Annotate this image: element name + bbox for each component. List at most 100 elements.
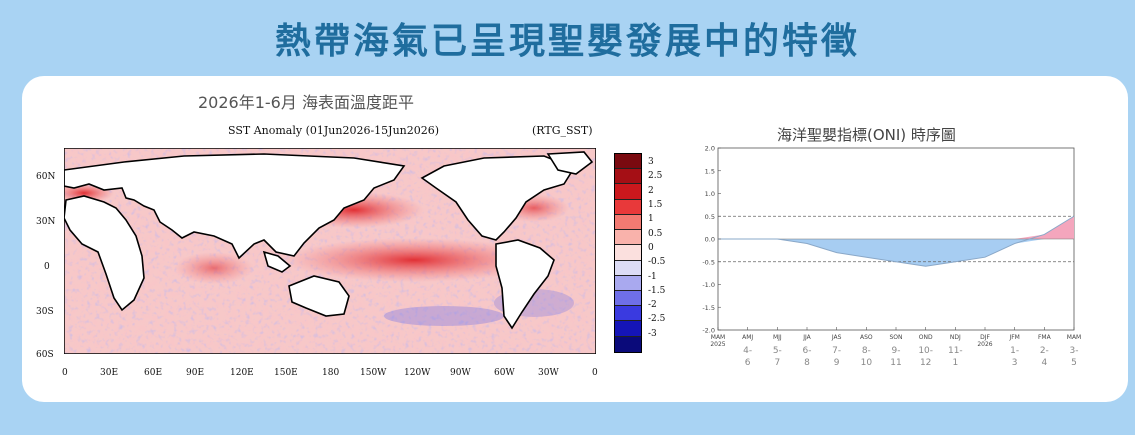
oni-month-label: 7 [774, 358, 780, 368]
oni-month-label: 11- [948, 346, 963, 356]
oni-y-tick-label: -1.5 [702, 304, 715, 312]
colorbar-label: 2.5 [648, 171, 663, 182]
oni-month-label: 6- [803, 346, 812, 356]
oni-month-label: 5- [773, 346, 782, 356]
colorbar-swatch [615, 275, 641, 291]
colorbar-swatch [615, 230, 641, 246]
colorbar-swatch [615, 321, 641, 337]
oni-month-label: 1- [1010, 346, 1019, 356]
oni-month-label: 6 [745, 358, 751, 368]
oni-month-label: 7- [832, 346, 841, 356]
page-title: 熱帶海氣已呈現聖嬰發展中的特徵 [274, 21, 860, 62]
colorbar-swatch [615, 245, 641, 261]
lat-label: 60N [36, 172, 56, 182]
oni-chart: 2.01.51.00.50.0-0.5-1.0-1.5-2.0MAM2025AM… [702, 145, 1081, 369]
oni-month-label: 4- [743, 346, 752, 356]
map-subtitle: 2026年1-6月 海表面溫度距平 [198, 93, 414, 112]
colorbar-swatch [615, 199, 641, 215]
colorbar-label: 0.5 [648, 228, 663, 239]
oni-x-tick-label: SON [889, 334, 902, 341]
colorbar-swatch [615, 184, 641, 200]
colorbar-label: -2 [648, 300, 657, 311]
map-source: (RTG_SST) [532, 124, 593, 137]
lon-label: 120W [404, 368, 431, 378]
lat-label: 0 [44, 262, 50, 272]
oni-month-label: 11 [890, 358, 901, 368]
colorbar-label: 0 [648, 242, 654, 253]
lon-label: 30E [100, 368, 119, 378]
oni-x-tick-label: NDJ [950, 334, 961, 341]
oni-y-tick-label: 1.5 [705, 167, 715, 175]
oni-month-label: 8- [862, 346, 871, 356]
oni-x-tick-label: MJJ [773, 334, 782, 341]
oni-x-tick-label: DJF [980, 334, 990, 341]
oni-month-label: 12 [920, 358, 931, 368]
lon-label: 150E [274, 368, 298, 378]
oni-x-tick-label: ASO [860, 334, 873, 341]
lon-label: 90E [186, 368, 205, 378]
content-panel: 2026年1-6月 海表面溫度距平 SST Anomaly (01Jun2026… [22, 76, 1128, 402]
lon-label: 120E [230, 368, 254, 378]
oni-year-label: 2026 [977, 341, 992, 348]
oni-month-label: 8 [804, 358, 810, 368]
oni-month-label: 10- [918, 346, 933, 356]
oni-x-tick-label: FMA [1038, 334, 1052, 341]
colorbar-swatch [615, 260, 641, 276]
colorbar-label: 2 [648, 185, 654, 196]
oni-month-label: 5 [1071, 358, 1077, 368]
oni-y-tick-label: -2.0 [702, 327, 715, 335]
colorbar-swatch [615, 169, 641, 185]
oni-y-tick-label: 0.5 [705, 213, 715, 221]
colorbar-label: 3 [648, 157, 654, 167]
colorbar-swatch [615, 154, 641, 170]
colorbar-label: -3 [648, 328, 657, 339]
oni-x-tick-label: MAM [1067, 334, 1081, 341]
lon-label: 60E [144, 368, 163, 378]
oni-x-tick-label: OND [919, 334, 933, 341]
oni-month-label: 9- [892, 346, 901, 356]
colorbar-label: -1.5 [648, 285, 666, 296]
oni-y-tick-label: 0.0 [705, 236, 715, 244]
sst-anomaly-map [64, 148, 596, 354]
oni-y-tick-label: 1.0 [705, 190, 715, 198]
colorbar-label: 1.5 [648, 199, 663, 210]
colorbar-label: -0.5 [648, 257, 666, 268]
oni-month-label: 2- [1040, 346, 1049, 356]
oni-x-tick-label: MAM [711, 334, 725, 341]
lon-label: 150W [360, 368, 387, 378]
colorbar-label: -1 [648, 271, 657, 282]
colorbar-swatch [615, 336, 641, 352]
oni-month-label: 1 [952, 358, 958, 368]
oni-month-label: 4 [1041, 358, 1047, 368]
map-title: SST Anomaly (01Jun2026-15Jun2026) [228, 124, 440, 137]
oni-series-line [718, 215, 1075, 267]
oni-x-tick-label: AMJ [742, 334, 753, 341]
lon-label: 60W [494, 368, 515, 378]
colorbar-swatch [615, 214, 641, 231]
lat-label: 60S [36, 350, 54, 360]
oni-negative-area [718, 239, 1074, 267]
colorbar-label: -2.5 [648, 314, 666, 325]
oni-y-tick-label: -0.5 [702, 258, 715, 266]
lon-label: 0 [62, 368, 68, 378]
oni-month-label: 10 [861, 358, 873, 368]
lon-label: 180 [322, 368, 340, 378]
oni-month-label: 3 [1012, 358, 1018, 368]
lat-label: 30N [36, 217, 56, 227]
oni-year-label: 2025 [710, 341, 725, 348]
colorbar-label: 1 [648, 214, 654, 225]
oni-month-label: 9 [834, 358, 840, 368]
lon-label: 90W [450, 368, 471, 378]
colorbar-swatch [615, 290, 641, 307]
oni-y-tick-label: 2.0 [705, 145, 715, 153]
lat-label: 30S [36, 307, 54, 317]
oni-chart-title: 海洋聖嬰指標(ONI) 時序圖 [777, 126, 956, 144]
oni-x-tick-label: JJA [802, 334, 811, 341]
lon-label: 30W [538, 368, 559, 378]
lon-label: 0 [592, 368, 598, 378]
colorbar [614, 153, 642, 353]
oni-x-tick-label: JFM [1008, 334, 1019, 341]
oni-y-tick-label: -1.0 [702, 281, 715, 289]
colorbar-swatch [615, 306, 641, 322]
oni-month-label: 3- [1070, 346, 1079, 356]
